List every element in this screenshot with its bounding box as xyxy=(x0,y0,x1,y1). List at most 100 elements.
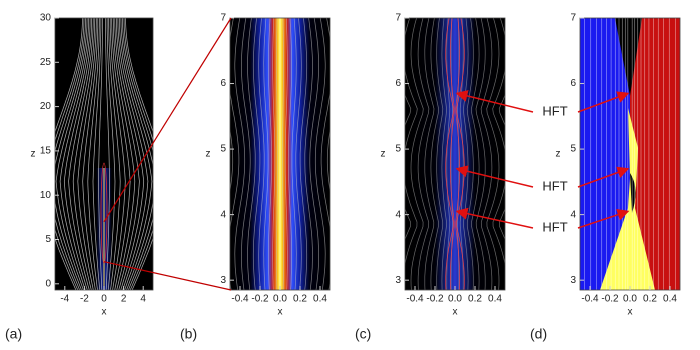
y-tick-label: 4 xyxy=(570,209,576,220)
field-line xyxy=(125,18,153,290)
field-line xyxy=(230,128,234,193)
x-tick-label: -0.4 xyxy=(231,294,249,305)
field-line xyxy=(55,18,85,290)
x-tick-label: -0.4 xyxy=(581,294,599,305)
field-line xyxy=(252,18,261,290)
field-line xyxy=(450,18,453,290)
field-line xyxy=(117,18,149,290)
field-line xyxy=(63,18,93,290)
field-line xyxy=(108,18,121,290)
field-line xyxy=(87,18,100,290)
field-line xyxy=(120,18,153,290)
field-line xyxy=(506,18,523,290)
field-line xyxy=(119,18,153,290)
y-tick-label: 7 xyxy=(570,13,576,24)
y-tick-label: 4 xyxy=(395,209,401,220)
x-tick-label: 0 xyxy=(101,294,107,305)
panel-label: (c) xyxy=(355,326,371,342)
field-line xyxy=(463,18,469,290)
field-line xyxy=(326,128,330,193)
x-axis-label: x xyxy=(278,307,283,318)
y-tick-label: 3 xyxy=(395,275,401,286)
field-line xyxy=(304,18,313,290)
y-tick-label: 5 xyxy=(570,144,576,155)
annotation: HFT xyxy=(542,178,567,193)
annotation: HFT xyxy=(542,219,567,234)
x-tick-label: 0.4 xyxy=(663,294,677,305)
y-tick-label: 5 xyxy=(395,144,401,155)
y-tick-label: 15 xyxy=(40,146,52,157)
separatrix xyxy=(100,162,108,264)
current-sheet xyxy=(96,168,112,290)
y-axis-label: z xyxy=(206,149,211,160)
field-line xyxy=(424,18,435,290)
field-line xyxy=(55,18,83,290)
annotation-arrow xyxy=(577,208,630,229)
annotation-arrow xyxy=(577,166,630,188)
field-line xyxy=(430,18,439,290)
y-tick-label: 20 xyxy=(40,101,52,112)
field-line xyxy=(72,18,96,290)
y-tick-label: 3 xyxy=(570,275,576,286)
field-line xyxy=(410,18,424,290)
field-line xyxy=(295,18,302,290)
y-tick-label: 30 xyxy=(40,13,52,24)
y-tick-label: 6 xyxy=(570,78,576,89)
y-axis-label: z xyxy=(381,149,386,160)
x-axis-label: x xyxy=(102,307,107,318)
field-line xyxy=(55,18,89,290)
annotation-arrow xyxy=(455,90,534,113)
lens-region xyxy=(630,173,636,213)
field-line xyxy=(471,18,480,290)
field-line xyxy=(459,18,464,290)
field-line xyxy=(247,18,256,290)
field-line xyxy=(92,18,102,290)
annotation-arrow xyxy=(577,91,630,113)
y-tick-label: 7 xyxy=(395,13,401,24)
field-line xyxy=(284,18,288,290)
field-line xyxy=(263,18,269,290)
field-line xyxy=(98,18,103,290)
field-line xyxy=(486,18,500,290)
field-line xyxy=(314,18,326,290)
x-tick-label: -0.2 xyxy=(601,294,619,305)
field-line xyxy=(455,18,461,290)
field-line xyxy=(122,18,153,290)
field-line xyxy=(282,18,284,290)
panel xyxy=(580,18,680,290)
x-tick-label: 0.0 xyxy=(623,294,637,305)
x-tick-label: 0.0 xyxy=(448,294,462,305)
field-line xyxy=(441,18,447,290)
y-tick-label: 4 xyxy=(220,209,226,220)
field-line xyxy=(109,18,126,290)
zoom-connector xyxy=(103,261,232,291)
field-line xyxy=(309,18,319,290)
x-tick-label: 0.2 xyxy=(643,294,657,305)
field-line xyxy=(68,18,94,290)
field-line xyxy=(59,18,91,290)
x-axis-label: x xyxy=(628,307,633,318)
field-line xyxy=(475,18,486,290)
field-line xyxy=(287,18,292,290)
top-region xyxy=(615,18,642,96)
field-line xyxy=(480,18,493,290)
field-line xyxy=(456,18,465,290)
x-tick-label: 2 xyxy=(121,294,127,305)
annotation-arrow xyxy=(455,165,534,188)
y-tick-label: 7 xyxy=(220,13,226,24)
field-line xyxy=(268,18,273,290)
panel-label: (b) xyxy=(180,326,197,342)
y-tick-label: 3 xyxy=(220,275,226,286)
field-line xyxy=(234,18,246,290)
field-line xyxy=(241,18,251,290)
panel-label: (d) xyxy=(530,326,547,342)
y-tick-label: 6 xyxy=(395,78,401,89)
panel xyxy=(230,18,330,290)
y-tick-label: 5 xyxy=(45,234,51,245)
field-line xyxy=(55,18,86,290)
panel-label: (a) xyxy=(5,326,22,342)
field-line xyxy=(446,18,451,290)
panel xyxy=(405,18,523,290)
